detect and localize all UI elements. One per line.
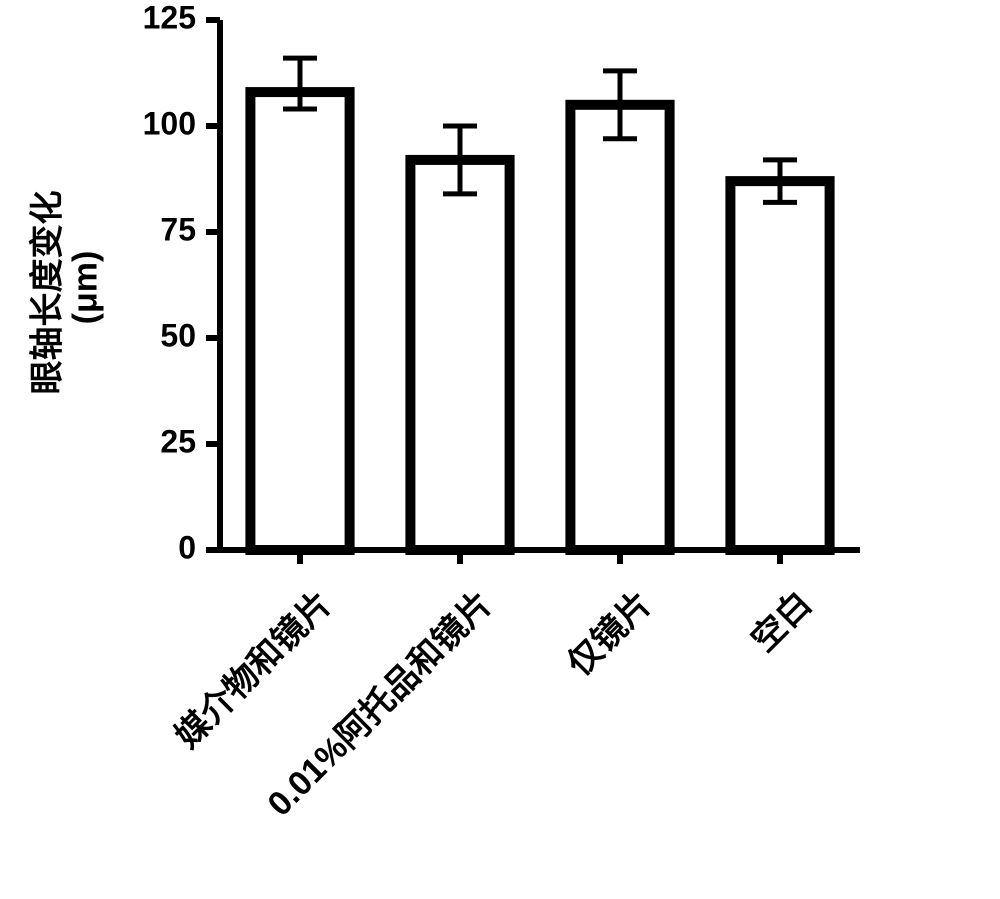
bar [410, 160, 509, 550]
y-tick-label: 0 [178, 529, 196, 565]
bar [250, 92, 349, 550]
chart-container: 0255075100125 眼轴长度变化 (μm) 媒介物和镜片0.01%阿托品… [0, 0, 1000, 899]
y-axis-label-line1: 眼轴长度变化 [20, 28, 69, 558]
bar-chart: 0 25 50 75 100 125 [0, 0, 1000, 899]
y-axis-label-line2: (μm) [67, 23, 106, 553]
y-tick-label: 125 [143, 0, 196, 35]
bar [730, 181, 829, 550]
y-tick-label: 50 [160, 317, 196, 353]
y-tick-label: 100 [143, 105, 196, 141]
y-tick-label: 75 [160, 211, 196, 247]
y-tick-label: 25 [160, 423, 196, 459]
bar [570, 105, 669, 550]
